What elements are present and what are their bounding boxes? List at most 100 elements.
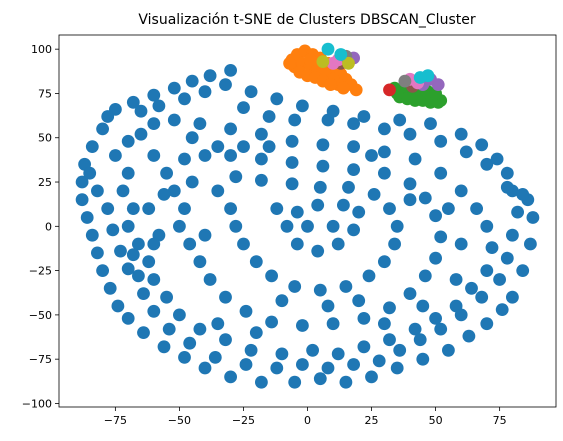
data-point-series-9 — [414, 71, 427, 84]
data-point-series-0 — [322, 300, 335, 313]
data-point-series-0 — [416, 353, 429, 366]
data-point-series-0 — [224, 202, 237, 215]
data-point-series-0 — [135, 105, 148, 118]
x-tick-label: −75 — [104, 414, 127, 427]
data-point-series-0 — [442, 202, 455, 215]
data-point-series-0 — [286, 135, 299, 148]
data-point-series-0 — [429, 252, 442, 265]
data-point-series-0 — [265, 316, 278, 329]
data-point-series-0 — [455, 128, 468, 141]
x-tick-label: 50 — [429, 414, 443, 427]
data-point-series-0 — [419, 270, 432, 283]
data-point-series-0 — [301, 220, 314, 233]
data-point-series-4 — [432, 78, 445, 91]
data-point-series-0 — [127, 248, 140, 261]
data-point-series-0 — [265, 270, 278, 283]
data-point-series-0 — [86, 229, 99, 242]
data-point-series-0 — [276, 294, 289, 307]
data-point-series-0 — [434, 167, 447, 180]
data-point-series-0 — [114, 245, 127, 258]
x-tick-label: 25 — [365, 414, 379, 427]
data-point-series-0 — [229, 170, 242, 183]
data-point-series-0 — [404, 287, 417, 300]
data-point-series-0 — [96, 264, 109, 277]
y-tick-label: 100 — [31, 43, 52, 56]
data-point-series-0 — [314, 181, 327, 194]
data-point-series-0 — [516, 264, 529, 277]
y-tick-label: 50 — [38, 132, 52, 145]
data-point-series-0 — [147, 117, 160, 130]
data-point-series-0 — [91, 247, 104, 260]
data-point-series-0 — [501, 181, 514, 194]
x-tick-label: 0 — [304, 414, 311, 427]
data-point-series-0 — [288, 376, 301, 389]
data-point-series-0 — [117, 185, 130, 198]
data-point-series-0 — [137, 326, 150, 339]
data-point-series-0 — [460, 146, 473, 159]
data-point-series-0 — [391, 220, 404, 233]
data-point-series-0 — [347, 224, 360, 237]
data-point-series-0 — [327, 317, 340, 330]
data-point-series-0 — [178, 202, 191, 215]
data-point-series-0 — [493, 273, 506, 286]
data-point-series-0 — [332, 348, 345, 361]
data-point-series-0 — [475, 138, 488, 151]
data-point-series-0 — [199, 362, 212, 375]
data-point-series-1 — [324, 78, 337, 91]
data-point-series-0 — [199, 149, 212, 162]
data-point-series-0 — [255, 174, 268, 187]
data-point-series-0 — [358, 312, 371, 325]
data-point-series-0 — [516, 188, 529, 201]
data-point-series-0 — [186, 131, 199, 144]
y-tick-label: −100 — [22, 397, 52, 410]
data-point-series-0 — [219, 78, 232, 91]
data-point-series-0 — [86, 140, 99, 153]
data-point-series-0 — [142, 202, 155, 215]
data-point-series-0 — [237, 140, 250, 153]
data-point-series-0 — [160, 291, 173, 304]
data-point-series-0 — [327, 105, 340, 118]
data-point-series-0 — [229, 220, 242, 233]
y-tick-label: 75 — [38, 87, 52, 100]
data-point-series-0 — [327, 220, 340, 233]
data-point-series-0 — [250, 326, 263, 339]
data-point-series-0 — [365, 149, 378, 162]
data-point-series-0 — [314, 372, 327, 385]
data-point-series-0 — [163, 323, 176, 336]
data-point-series-0 — [281, 220, 294, 233]
data-point-series-0 — [306, 344, 319, 357]
data-point-series-0 — [378, 146, 391, 159]
data-point-series-0 — [317, 160, 330, 173]
data-point-series-0 — [112, 300, 125, 313]
data-point-series-0 — [491, 153, 504, 166]
x-tick-label: −25 — [232, 414, 255, 427]
data-point-series-0 — [480, 264, 493, 277]
data-point-series-0 — [455, 238, 468, 251]
data-point-series-0 — [211, 317, 224, 330]
x-tick-label: −50 — [168, 414, 191, 427]
data-point-series-3 — [383, 84, 396, 97]
data-point-series-0 — [204, 273, 217, 286]
data-point-series-0 — [147, 149, 160, 162]
data-point-series-1 — [350, 84, 363, 97]
data-point-series-0 — [147, 273, 160, 286]
data-point-series-0 — [378, 167, 391, 180]
data-point-series-0 — [378, 122, 391, 135]
data-point-series-0 — [365, 371, 378, 384]
data-point-series-0 — [270, 202, 283, 215]
data-point-series-0 — [135, 128, 148, 141]
data-point-series-0 — [378, 255, 391, 268]
data-point-series-0 — [186, 176, 199, 189]
data-point-series-0 — [404, 177, 417, 190]
data-point-series-0 — [147, 238, 160, 251]
data-point-series-0 — [347, 163, 360, 176]
data-point-series-0 — [178, 351, 191, 364]
data-point-series-0 — [270, 362, 283, 375]
data-point-series-0 — [255, 128, 268, 141]
data-point-series-0 — [450, 273, 463, 286]
chart-title: Visualización t-SNE de Clusters DBSCAN_C… — [138, 12, 475, 28]
data-point-series-0 — [160, 167, 173, 180]
data-point-series-0 — [263, 140, 276, 153]
data-point-series-0 — [224, 149, 237, 162]
data-point-series-0 — [404, 128, 417, 141]
